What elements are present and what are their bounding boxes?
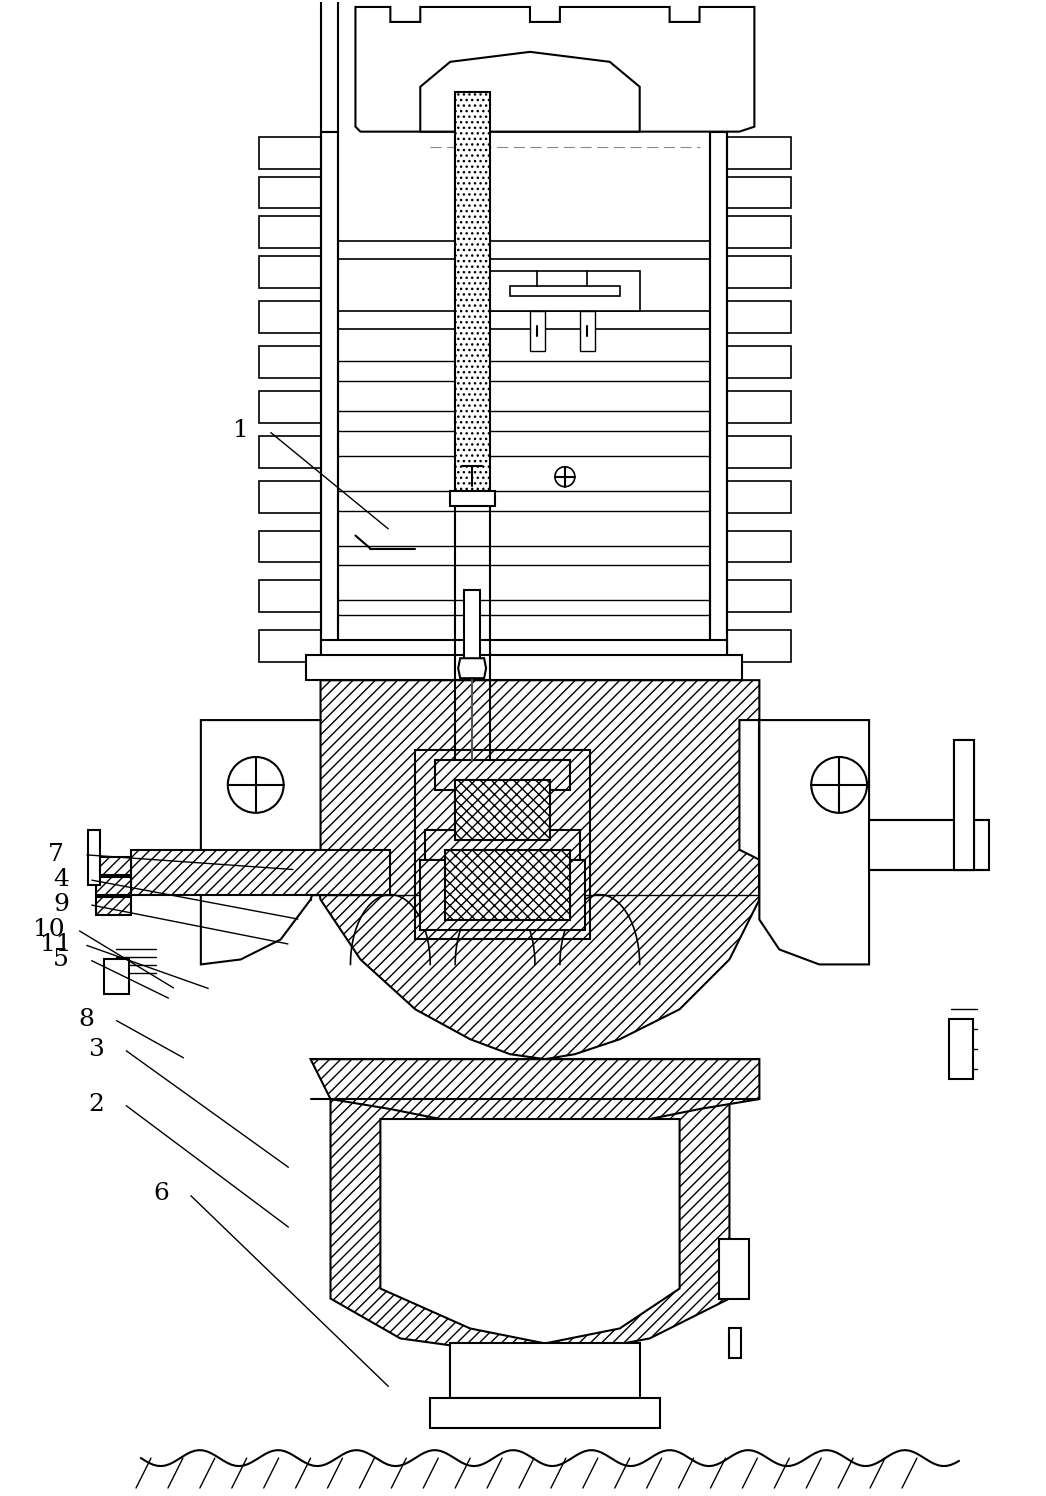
Polygon shape <box>430 1399 660 1429</box>
Polygon shape <box>258 480 320 513</box>
Polygon shape <box>727 346 791 378</box>
Polygon shape <box>258 301 320 334</box>
Polygon shape <box>579 311 595 352</box>
Text: 6: 6 <box>153 1182 168 1206</box>
Polygon shape <box>258 630 320 663</box>
Polygon shape <box>869 820 988 869</box>
Text: 2: 2 <box>88 1092 104 1116</box>
Polygon shape <box>727 531 791 562</box>
Polygon shape <box>258 177 320 208</box>
Polygon shape <box>331 1100 729 1358</box>
Polygon shape <box>305 655 743 681</box>
Polygon shape <box>491 271 640 311</box>
Bar <box>96 877 131 895</box>
Polygon shape <box>727 580 791 612</box>
Bar <box>96 896 131 914</box>
Polygon shape <box>530 311 545 352</box>
Text: 8: 8 <box>78 1008 94 1031</box>
Bar <box>131 850 390 895</box>
Bar <box>720 1239 749 1299</box>
Polygon shape <box>446 850 570 920</box>
Polygon shape <box>258 531 320 562</box>
Polygon shape <box>381 1119 680 1343</box>
Polygon shape <box>311 1059 759 1126</box>
Polygon shape <box>311 681 759 1059</box>
Polygon shape <box>258 346 320 378</box>
Bar <box>949 1019 973 1079</box>
Bar <box>464 591 480 670</box>
Polygon shape <box>458 658 486 678</box>
Bar <box>954 741 974 869</box>
Polygon shape <box>356 7 754 132</box>
Text: 1: 1 <box>233 419 249 443</box>
Text: 5: 5 <box>53 948 69 971</box>
Bar <box>729 1328 742 1358</box>
Text: 4: 4 <box>53 868 69 892</box>
Polygon shape <box>727 177 791 208</box>
Polygon shape <box>727 390 791 423</box>
Text: 7: 7 <box>48 844 64 866</box>
Polygon shape <box>420 52 640 132</box>
Polygon shape <box>426 830 579 860</box>
Bar <box>96 857 131 875</box>
Polygon shape <box>258 136 320 169</box>
Polygon shape <box>510 286 619 296</box>
Polygon shape <box>727 630 791 663</box>
Polygon shape <box>435 760 570 790</box>
Polygon shape <box>727 217 791 248</box>
Polygon shape <box>450 491 495 506</box>
Polygon shape <box>727 435 791 468</box>
Bar <box>320 0 339 132</box>
Polygon shape <box>727 136 791 169</box>
Text: 10: 10 <box>33 919 65 941</box>
Polygon shape <box>258 435 320 468</box>
Polygon shape <box>727 480 791 513</box>
Polygon shape <box>258 580 320 612</box>
Polygon shape <box>455 779 550 839</box>
Bar <box>455 91 491 491</box>
Polygon shape <box>201 720 320 965</box>
Polygon shape <box>420 860 585 929</box>
Polygon shape <box>320 640 727 681</box>
Polygon shape <box>450 1343 640 1399</box>
Bar <box>709 132 727 681</box>
Polygon shape <box>258 217 320 248</box>
Polygon shape <box>759 720 869 965</box>
Bar <box>88 830 100 884</box>
Bar <box>105 959 129 995</box>
Bar <box>320 132 339 681</box>
Polygon shape <box>727 301 791 334</box>
Text: 11: 11 <box>41 934 72 956</box>
Text: 3: 3 <box>88 1038 104 1061</box>
Polygon shape <box>258 390 320 423</box>
Text: 9: 9 <box>53 893 69 916</box>
Polygon shape <box>727 256 791 289</box>
Polygon shape <box>258 256 320 289</box>
Bar <box>954 741 974 869</box>
